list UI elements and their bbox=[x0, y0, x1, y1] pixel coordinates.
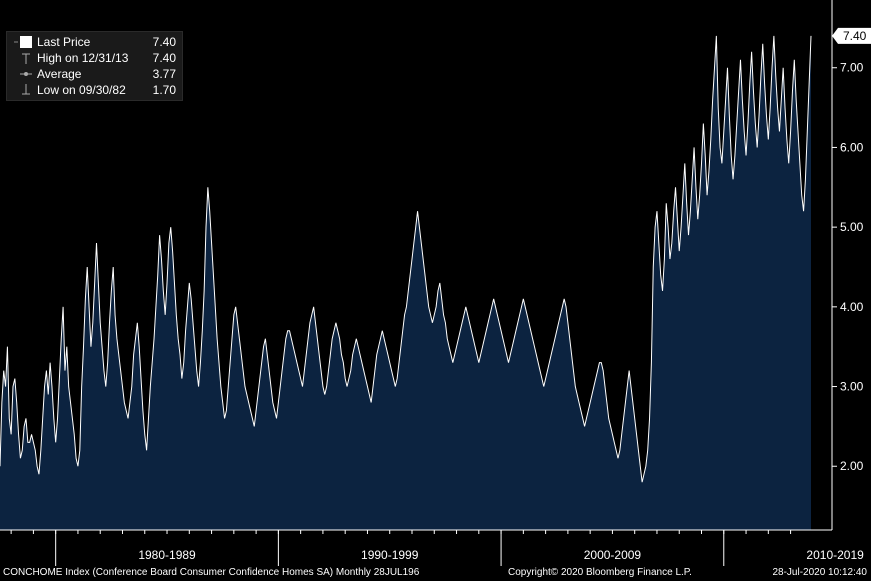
x-tick-label: 2010-2019 bbox=[806, 548, 864, 562]
y-axis-ticks: 2.00 3.00 4.00 5.00 6.00 7.00 bbox=[832, 61, 864, 473]
y-tick-label: 7.00 bbox=[840, 61, 864, 75]
x-tick-label: 1990-1999 bbox=[361, 548, 419, 562]
legend-value: 1.70 bbox=[152, 83, 176, 97]
footer-copyright: Copyright© 2020 Bloomberg Finance L.P. bbox=[508, 567, 692, 578]
legend-value: 7.40 bbox=[152, 51, 176, 65]
series-area-fill bbox=[0, 35, 811, 531]
y-tick-label: 2.00 bbox=[840, 459, 864, 473]
legend-label: High on 12/31/13 bbox=[37, 51, 129, 65]
legend-row-low: Low on 09/30/82 1.70 bbox=[7, 82, 182, 98]
legend-label: Average bbox=[37, 67, 82, 81]
footer-bar: CONCHOME Index (Conference Board Consume… bbox=[0, 566, 871, 581]
plot-layer bbox=[0, 35, 812, 531]
last-value-label: 7.40 bbox=[843, 29, 867, 43]
last-value-marker: 7.40 bbox=[832, 27, 871, 44]
low-marker-icon bbox=[22, 84, 30, 95]
y-tick-label: 6.00 bbox=[840, 140, 864, 154]
legend-value: 7.40 bbox=[152, 35, 176, 49]
y-tick-label: 5.00 bbox=[840, 220, 864, 234]
legend-label: Last Price bbox=[37, 35, 91, 49]
legend-row-high: High on 12/31/13 7.40 bbox=[7, 50, 182, 66]
series-line bbox=[0, 35, 812, 483]
footer-index-description: CONCHOME Index (Conference Board Consume… bbox=[3, 567, 420, 578]
average-marker-icon bbox=[20, 72, 32, 76]
footer-timestamp: 28-Jul-2020 10:12:40 bbox=[772, 567, 867, 578]
high-marker-icon bbox=[22, 53, 30, 64]
x-axis-ticks: 1970-19791980-19891990-19992000-20092010… bbox=[10, 530, 864, 566]
legend-panel: Last Price 7.40 High on 12/31/13 7.40 Av… bbox=[6, 31, 183, 101]
legend-label: Low on 09/30/82 bbox=[37, 83, 126, 97]
legend-row-average: Average 3.77 bbox=[7, 66, 182, 82]
y-tick-label: 4.00 bbox=[840, 300, 864, 314]
filled-square-icon bbox=[14, 36, 32, 48]
y-tick-label: 3.00 bbox=[840, 380, 864, 394]
legend-row-last-price: Last Price 7.40 bbox=[7, 34, 182, 50]
x-tick-label: 1980-1989 bbox=[138, 548, 196, 562]
last-value-tag bbox=[832, 27, 871, 44]
x-tick-label: 2000-2009 bbox=[584, 548, 642, 562]
legend-value: 3.77 bbox=[152, 67, 176, 81]
